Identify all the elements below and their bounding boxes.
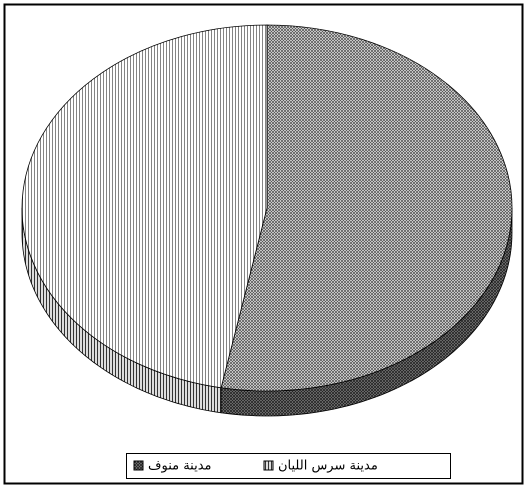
pie-slice — [220, 24, 513, 392]
chart-frame — [3, 3, 524, 485]
legend-swatch — [133, 460, 144, 471]
legend-label: مدينة منوف — [148, 459, 212, 474]
legend-box — [126, 453, 451, 479]
legend-swatch — [263, 460, 274, 471]
pie-slice — [21, 24, 268, 389]
legend-label: مدينة سرس الليان — [278, 459, 378, 474]
